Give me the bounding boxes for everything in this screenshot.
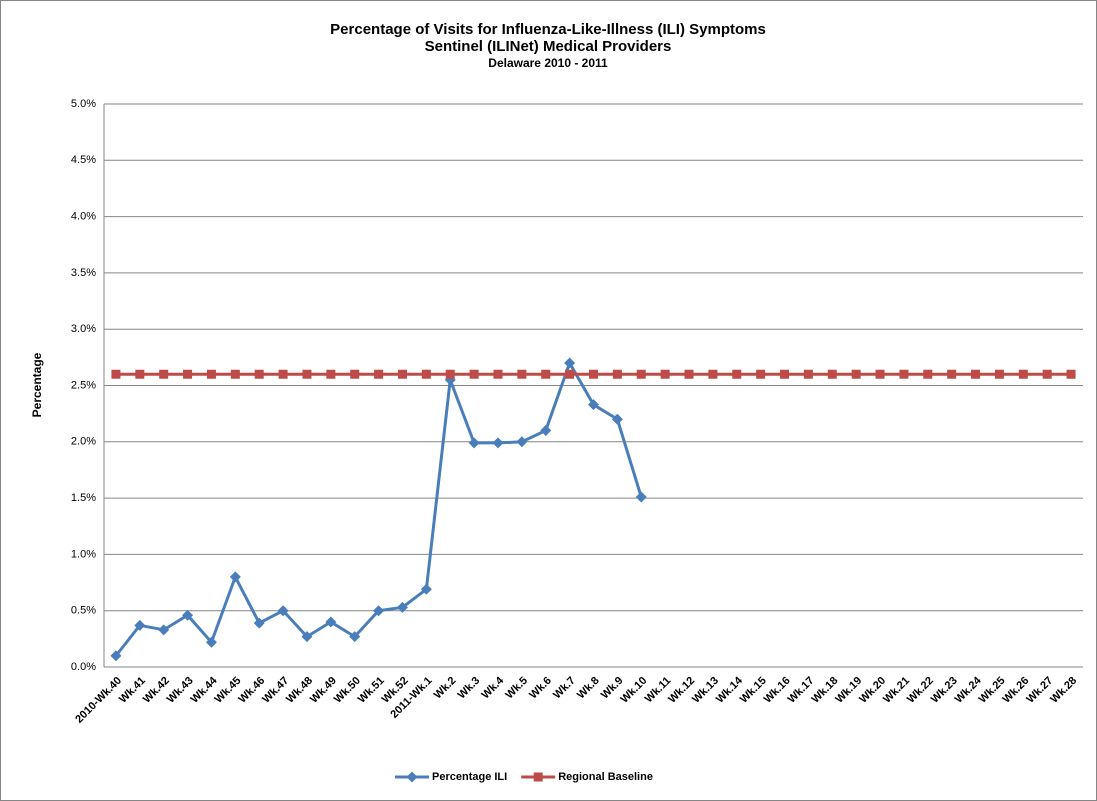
data-point — [396, 601, 408, 613]
data-point — [158, 624, 170, 636]
data-point — [517, 369, 527, 379]
data-point — [923, 369, 933, 379]
data-point — [325, 616, 337, 628]
data-point — [469, 369, 479, 379]
data-point — [780, 369, 790, 379]
data-point — [899, 369, 909, 379]
legend-item: Regional Baseline — [521, 771, 653, 783]
data-point — [278, 369, 288, 379]
data-point — [516, 436, 528, 448]
y-tick-label: 3.5% — [71, 267, 96, 279]
data-point — [135, 369, 145, 379]
data-point — [994, 369, 1004, 379]
y-tick-label: 3.0% — [71, 323, 96, 335]
data-point — [589, 369, 598, 379]
data-point — [254, 369, 264, 379]
y-tick-label: 1.0% — [71, 548, 96, 560]
data-point — [803, 369, 813, 379]
y-tick-label: 5.0% — [71, 98, 96, 110]
data-point — [397, 369, 407, 379]
data-point — [971, 369, 981, 379]
data-point — [540, 425, 552, 437]
data-point — [230, 369, 240, 379]
legend-label: Percentage ILI — [432, 771, 507, 783]
data-point — [1066, 369, 1076, 379]
data-point — [541, 369, 551, 379]
y-tick-label: 2.0% — [71, 436, 96, 448]
data-point — [445, 369, 455, 379]
chart-subtitle: Sentinel (ILINet) Medical Providers — [425, 38, 672, 55]
y-tick-label: 2.5% — [71, 379, 96, 391]
data-point — [565, 369, 575, 379]
data-point — [468, 437, 480, 449]
data-point — [732, 369, 742, 379]
data-point — [374, 369, 384, 379]
data-point — [349, 631, 361, 643]
data-point — [326, 369, 336, 379]
y-tick-label: 0.5% — [71, 605, 96, 617]
data-point — [277, 605, 289, 617]
data-point — [635, 491, 647, 503]
data-point — [947, 369, 957, 379]
data-point — [492, 437, 504, 449]
data-point — [1018, 369, 1028, 379]
data-point — [612, 369, 622, 379]
data-point — [253, 617, 265, 629]
y-tick-label: 4.5% — [71, 154, 96, 166]
data-point — [636, 369, 646, 379]
data-point — [756, 369, 766, 379]
legend-item: Percentage ILI — [395, 771, 507, 783]
data-point — [564, 357, 576, 369]
data-point — [1042, 369, 1052, 379]
y-tick-label: 0.0% — [71, 661, 96, 673]
data-point — [660, 369, 670, 379]
legend-label: Regional Baseline — [558, 771, 653, 783]
y-tick-label: 4.0% — [71, 211, 96, 223]
y-axis-label: Percentage — [30, 352, 44, 417]
data-point — [205, 636, 217, 648]
data-point — [684, 369, 694, 379]
data-point — [182, 609, 194, 621]
legend-marker — [406, 771, 418, 783]
chart-title: Percentage of Visits for Influenza-Like-… — [330, 21, 766, 38]
data-point — [110, 650, 122, 662]
data-point — [206, 369, 216, 379]
data-point — [708, 369, 718, 379]
y-tick-label: 1.5% — [71, 492, 96, 504]
data-point — [875, 369, 885, 379]
data-point — [851, 369, 861, 379]
data-point — [588, 399, 599, 411]
data-point — [421, 369, 431, 379]
data-point — [183, 369, 193, 379]
data-point — [302, 369, 312, 379]
legend-marker — [533, 772, 543, 782]
data-point — [827, 369, 837, 379]
data-point — [611, 413, 623, 425]
data-point — [134, 619, 146, 631]
data-point — [159, 369, 169, 379]
chart-subtitle: Delaware 2010 - 2011 — [488, 56, 608, 70]
data-point — [301, 631, 313, 643]
data-point — [373, 605, 385, 617]
data-point — [229, 571, 241, 583]
data-point — [493, 369, 503, 379]
data-point — [420, 583, 432, 595]
data-point — [111, 369, 121, 379]
data-point — [350, 369, 360, 379]
